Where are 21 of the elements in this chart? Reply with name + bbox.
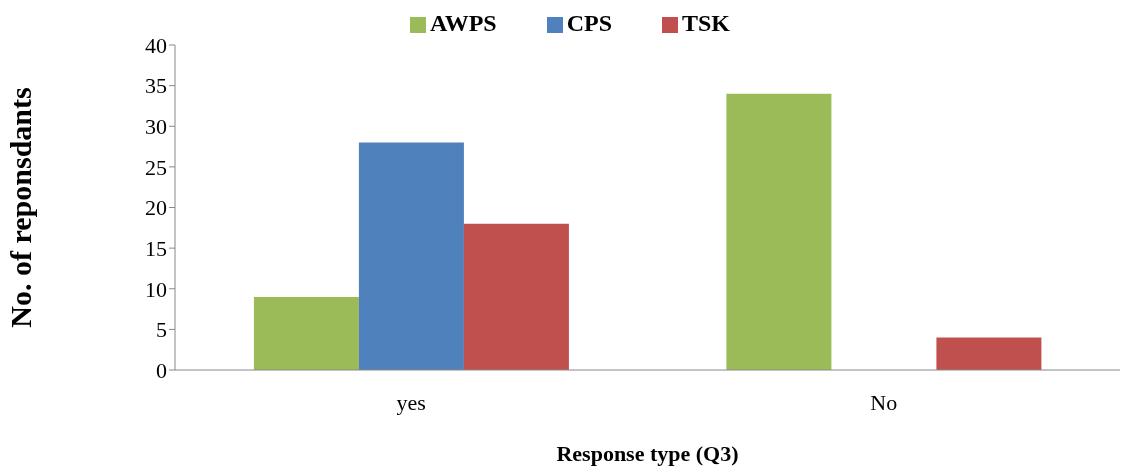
legend-label: CPS (566, 10, 612, 36)
y-tick-label: 35 (145, 73, 167, 99)
legend-label: AWPS (429, 10, 497, 36)
y-tick-label: 0 (156, 357, 167, 383)
bar (358, 142, 464, 370)
y-tick-label: 25 (145, 154, 167, 180)
y-tick-label: 5 (156, 317, 167, 343)
y-tick-label: 20 (145, 195, 167, 221)
y-tick-label: 40 (145, 32, 167, 58)
bar (463, 223, 569, 370)
bar (936, 337, 1042, 370)
y-tick-label: 30 (145, 114, 167, 140)
y-tick-label: 10 (145, 276, 167, 302)
y-axis-title: No. of reponsdants (3, 87, 37, 328)
x-tick-label: yes (396, 389, 426, 415)
x-axis-title: Response type (Q3) (556, 441, 739, 466)
bar (253, 296, 359, 370)
x-tick-label: No (870, 389, 898, 415)
legend-label: TSK (682, 10, 731, 36)
y-tick-label: 15 (145, 235, 167, 261)
bar (726, 93, 832, 370)
